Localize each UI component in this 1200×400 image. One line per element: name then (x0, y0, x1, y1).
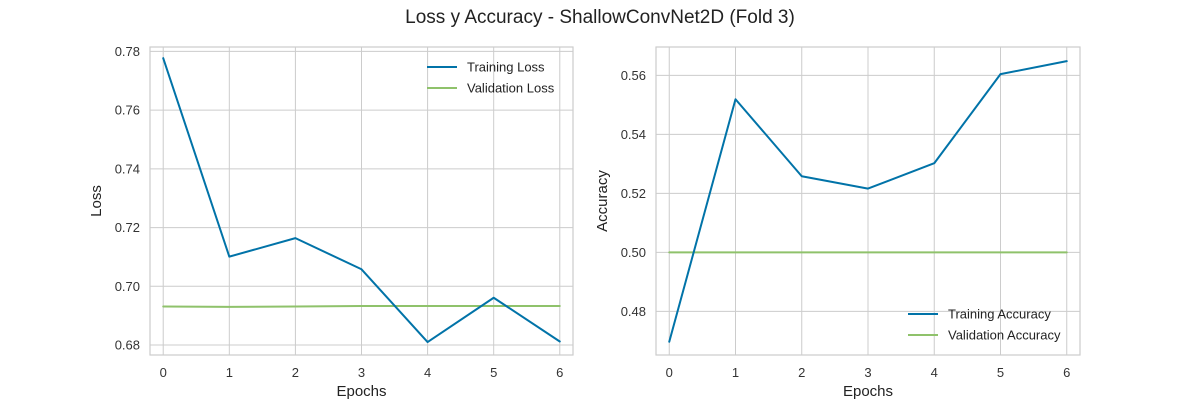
y-tick-label: 0.56 (621, 68, 646, 83)
validation-series-line (162, 304, 561, 308)
y-tick-label: 0.74 (115, 161, 140, 176)
x-tick-label: 5 (997, 365, 1004, 380)
y-tick-label: 0.52 (621, 186, 646, 201)
x-tick-label: 4 (424, 365, 431, 380)
y-tick-label: 0.50 (621, 245, 646, 260)
accuracy-chart: 0 1 2 3 4 5 6 0.48 0.50 0.52 0.54 0.56 Epochs Accurac… (594, 46, 1081, 400)
y-axis-label: Accuracy (594, 170, 611, 232)
legend-label: Training Accuracy (948, 307, 1051, 322)
x-tick-label: 3 (358, 365, 365, 380)
x-axis-label: Epochs (336, 383, 386, 400)
x-tick-label: 1 (226, 365, 233, 380)
loss-chart: 0 1 2 3 4 5 6 0.68 0.70 0.72 0.74 0.76 0.78 Epochs Los… (88, 44, 574, 400)
x-tick-label: 4 (931, 365, 938, 380)
x-tick-label: 0 (666, 365, 673, 380)
y-tick-label: 0.54 (621, 127, 646, 142)
plot-frame (655, 46, 1081, 356)
x-tick-label: 6 (1063, 365, 1070, 380)
y-tick-label: 0.72 (115, 220, 140, 235)
y-tick-label: 0.68 (115, 338, 140, 353)
legend-label: Validation Accuracy (948, 328, 1061, 343)
x-tick-label: 1 (732, 365, 739, 380)
plot-frame (149, 46, 574, 356)
x-tick-label: 2 (798, 365, 805, 380)
y-tick-label: 0.76 (115, 103, 140, 118)
training-series-line (162, 57, 561, 344)
y-tick-label: 0.78 (115, 44, 140, 59)
x-tick-label: 2 (292, 365, 299, 380)
figure-title: Loss y Accuracy - ShallowConvNet2D (Fold… (405, 7, 795, 28)
y-tick-label: 0.48 (621, 304, 646, 319)
x-tick-label: 0 (160, 365, 167, 380)
training-series-line (668, 60, 1068, 343)
y-axis-label: Loss (88, 185, 105, 217)
y-tick-label: 0.70 (115, 279, 140, 294)
legend-label: Validation Loss (467, 81, 555, 96)
x-tick-label: 3 (864, 365, 871, 380)
x-tick-label: 6 (556, 365, 563, 380)
x-axis-label: Epochs (843, 383, 893, 400)
legend-label: Training Loss (467, 60, 545, 75)
x-tick-label: 5 (490, 365, 497, 380)
